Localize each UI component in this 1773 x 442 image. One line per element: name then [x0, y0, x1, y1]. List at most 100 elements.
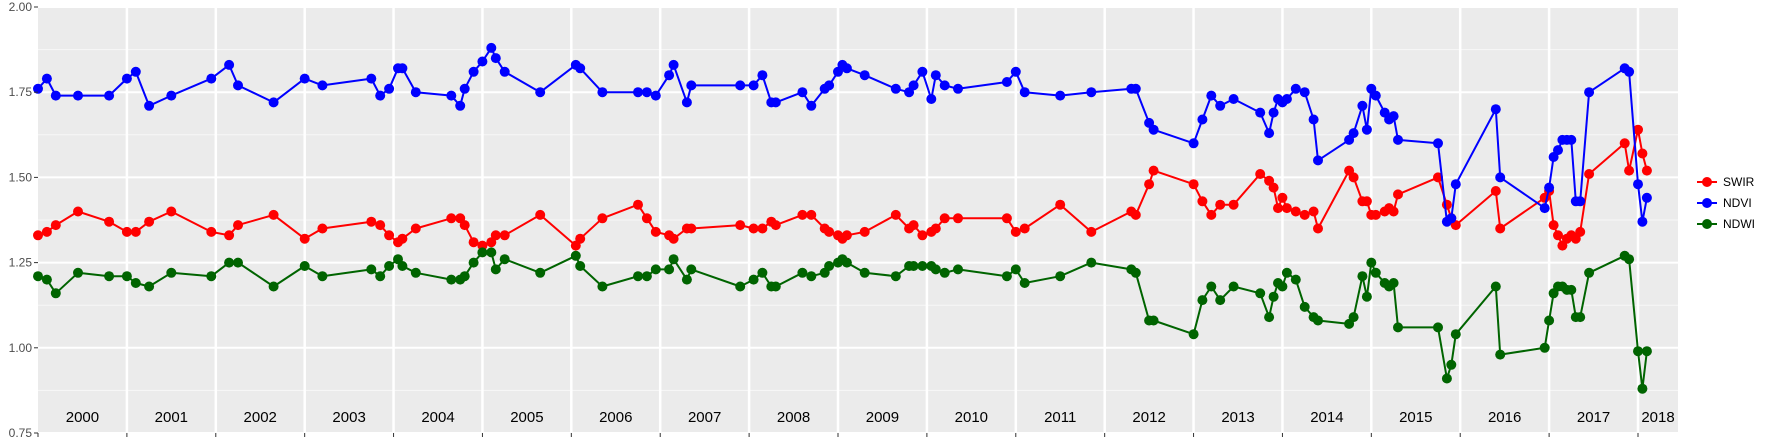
ndvi-point — [1624, 66, 1635, 77]
ndwi-point — [1313, 315, 1323, 326]
ndwi-point — [1299, 301, 1310, 312]
swir-point — [1277, 192, 1288, 203]
year-label: 2018 — [1641, 409, 1674, 426]
legend-swir-label: SWIR — [1723, 175, 1755, 189]
ndwi-point — [1197, 295, 1208, 306]
swir-point — [650, 226, 661, 237]
year-label: 2011 — [1044, 409, 1076, 426]
ndvi-point — [33, 83, 43, 94]
swir-point — [535, 209, 546, 220]
swir-point — [1441, 199, 1452, 210]
ndwi-point — [397, 261, 408, 271]
ndwi-point — [33, 271, 43, 282]
ndwi-point — [1255, 288, 1266, 299]
ndvi-point — [748, 80, 759, 91]
year-label: 2002 — [244, 409, 277, 426]
ndwi-point — [1624, 254, 1635, 265]
ndvi-point — [664, 70, 675, 81]
swir-point — [375, 220, 386, 231]
ndwi-point — [757, 267, 768, 278]
ndvi-point — [130, 66, 141, 77]
ndwi-point — [664, 264, 675, 275]
ndvi-point — [797, 87, 808, 98]
ndvi-point — [206, 73, 217, 84]
ndwi-point — [650, 264, 661, 275]
ndvi-point — [824, 80, 835, 91]
ndwi-point — [1441, 373, 1452, 384]
ndvi-point — [233, 80, 243, 91]
ndwi-point — [735, 281, 746, 292]
ndwi-point — [770, 281, 781, 292]
ndvi-point — [477, 56, 488, 67]
year-labels: 2000 2001 2002 2003 2004 2005 2006 2007 2008 2009… — [66, 409, 1675, 426]
ndvi-point — [104, 90, 115, 101]
ndvi-point — [1255, 107, 1266, 118]
ndvi-point — [317, 80, 328, 91]
ndwi-point — [1357, 271, 1368, 282]
year-label: 2006 — [599, 409, 632, 426]
swir-point — [50, 220, 61, 231]
ndwi-point — [797, 267, 808, 278]
swir-point — [641, 213, 652, 224]
ndvi-point — [410, 87, 421, 98]
ndwi-point — [575, 261, 586, 271]
ndwi-point — [535, 267, 546, 278]
ndvi-point — [1264, 128, 1275, 139]
ndvi-point — [535, 87, 546, 98]
swir-point — [410, 223, 421, 234]
ndvi-point — [597, 87, 608, 98]
ndwi-point — [1290, 274, 1301, 285]
ndwi-point — [1446, 359, 1457, 370]
ndvi-point — [953, 83, 963, 94]
swir-point — [299, 233, 310, 244]
year-label: 2014 — [1310, 409, 1343, 426]
swir-point — [797, 209, 808, 220]
ndvi-point — [1268, 107, 1279, 118]
swir-point — [224, 230, 235, 241]
ndwi-point — [686, 264, 697, 275]
ndwi-point — [1086, 257, 1097, 268]
ndvi-point — [486, 42, 497, 53]
ndwi-point — [317, 271, 328, 282]
ndwi-point — [1361, 291, 1372, 302]
ndvi-point — [686, 80, 697, 91]
ndvi-point — [166, 90, 177, 101]
ndwi-point — [486, 247, 497, 258]
ndwi-point — [1228, 281, 1239, 292]
year-label: 2017 — [1577, 409, 1610, 426]
ndvi-point — [1215, 100, 1226, 111]
ndwi-point — [1148, 315, 1159, 326]
ndvi-point — [1308, 114, 1319, 125]
swir-point — [953, 213, 963, 224]
ndwi-point — [859, 267, 870, 278]
series-layer — [33, 42, 1652, 394]
ndvi-point — [1313, 155, 1323, 166]
swir-point — [1433, 172, 1443, 183]
legend-ndwi-label: NDWI — [1723, 217, 1755, 231]
swir-point — [468, 237, 479, 248]
ndwi-point — [570, 250, 581, 261]
ndvi-point — [268, 97, 279, 108]
ndwi-point — [233, 257, 243, 268]
legend-ndvi-marker — [1702, 198, 1712, 208]
ndwi-point — [1637, 383, 1648, 394]
ndvi-point — [633, 87, 643, 98]
ndvi-point — [650, 90, 661, 101]
ndwi-point — [206, 271, 217, 282]
ndvi-point — [375, 90, 386, 101]
swir-point — [1361, 196, 1372, 207]
swir-point — [1206, 209, 1217, 220]
year-label: 2008 — [777, 409, 810, 426]
swir-point — [859, 226, 870, 237]
ndvi-point — [1290, 83, 1301, 94]
ndwi-point — [1633, 346, 1643, 357]
ndvi-point — [366, 73, 377, 84]
swir-point — [930, 223, 941, 234]
swir-point — [233, 220, 243, 231]
swir-point — [757, 223, 768, 234]
year-label: 2012 — [1132, 409, 1165, 426]
ndwi-point — [633, 271, 643, 282]
swir-point — [446, 213, 457, 224]
swir-point — [1348, 172, 1359, 183]
swir-point — [1393, 189, 1403, 200]
